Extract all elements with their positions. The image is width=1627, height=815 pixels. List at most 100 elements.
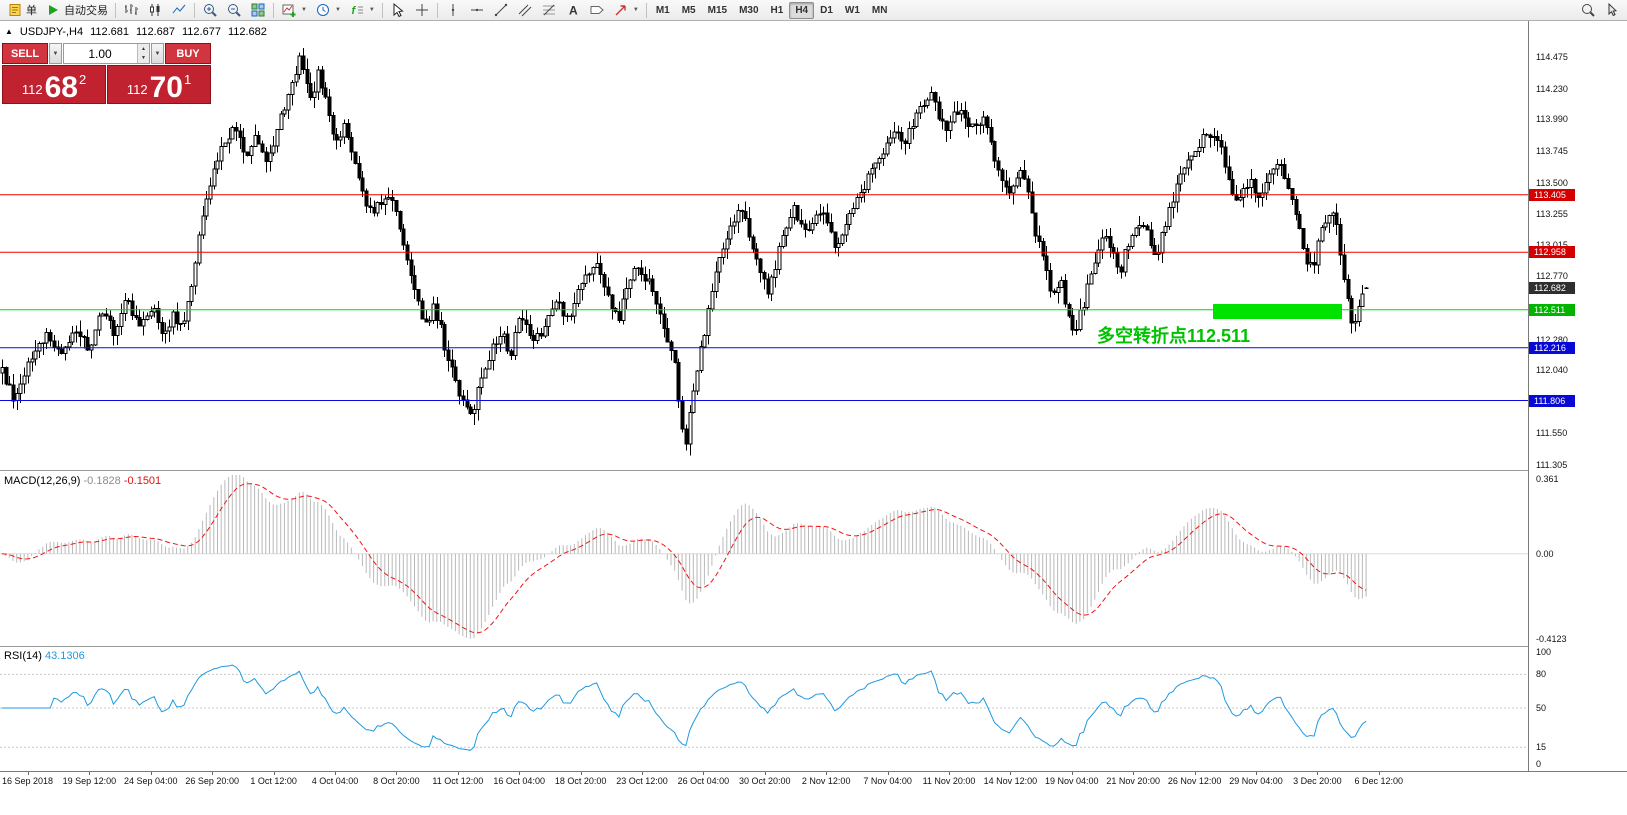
time-label: 29 Nov 04:00: [1229, 776, 1283, 786]
arrows-button[interactable]: ▼: [609, 1, 643, 19]
time-tick: [703, 772, 705, 775]
cursor-button[interactable]: [386, 1, 410, 19]
new-order-button[interactable]: 单: [3, 1, 41, 19]
buy-button[interactable]: BUY: [165, 43, 211, 64]
fibonacci-button[interactable]: [537, 1, 561, 19]
volume-down-button[interactable]: ▼: [138, 53, 149, 63]
time-tick: [1133, 772, 1135, 775]
price-axis[interactable]: 114.475 114.230 113.990 113.745 113.500 113.2…: [1528, 21, 1627, 771]
panel-divider[interactable]: [0, 470, 1627, 472]
timeframe-h1[interactable]: H1: [770, 4, 784, 16]
tile-windows-button[interactable]: [246, 1, 270, 19]
tick-up-icon: ▲: [5, 27, 13, 36]
macd-signal-line: [1, 483, 1367, 634]
time-label: 16 Sep 2018: [2, 776, 54, 786]
zoom-out-button[interactable]: [222, 1, 246, 19]
hline-button[interactable]: [465, 1, 489, 19]
toolbar-separator: [436, 2, 438, 18]
channel-icon: [517, 2, 533, 18]
time-tick: [335, 772, 336, 775]
time-tick: [764, 772, 766, 775]
timeframe-m5[interactable]: M5: [681, 4, 696, 16]
candlestick-button[interactable]: [143, 1, 167, 19]
pointer-button[interactable]: [1600, 1, 1624, 19]
timeframe-h4[interactable]: H4: [789, 1, 815, 19]
candlestick-icon: [147, 2, 163, 18]
buy-price-box[interactable]: 112 70 1: [107, 65, 211, 104]
label-icon: [589, 2, 605, 18]
text-button[interactable]: A: [561, 1, 585, 19]
crosshair-button[interactable]: [410, 1, 434, 19]
trendline-button[interactable]: [489, 1, 513, 19]
zoom-in-button[interactable]: [198, 1, 222, 19]
timeframe-m15[interactable]: M15: [707, 4, 728, 16]
macd-axis-label: 0.361: [1536, 474, 1559, 484]
highlight-rectangle[interactable]: [1213, 304, 1342, 319]
timeframe-d1[interactable]: D1: [820, 4, 833, 16]
arrows-icon: [613, 2, 629, 18]
panel-divider[interactable]: [0, 646, 1627, 648]
channel-button[interactable]: [513, 1, 537, 19]
crosshair-icon: [414, 2, 430, 18]
macd-label: MACD(12,26,9) -0.1828 -0.1501: [4, 475, 161, 487]
price-chart[interactable]: [0, 21, 1528, 470]
quote-low: 112.677: [182, 26, 221, 38]
price-axis-label: 113.990: [1536, 114, 1568, 125]
timeframe-m1[interactable]: M1: [655, 4, 670, 16]
rsi-value: 43.1306: [44, 650, 85, 662]
time-tick: [1256, 772, 1257, 775]
rsi-chart[interactable]: [0, 648, 1528, 770]
new-order-icon: [7, 2, 23, 18]
price-axis-label: 113.745: [1536, 145, 1568, 156]
trend-annotation[interactable]: 多空转折点112.511: [1097, 326, 1251, 346]
sell-button[interactable]: SELL: [2, 43, 48, 64]
bar-chart-button[interactable]: [119, 1, 143, 19]
line-chart-button[interactable]: [167, 1, 191, 19]
new-chart-button[interactable]: ▼: [277, 1, 311, 19]
volume-stepper: ▲ ▼: [137, 44, 149, 63]
price-badge-112.682: 112.682: [1529, 281, 1575, 294]
time-label: 6 Dec 12:00: [1354, 776, 1404, 786]
buy-options-caret[interactable]: ▼: [151, 43, 164, 64]
time-tick: [1317, 772, 1319, 775]
timeframe-m30[interactable]: M30: [739, 4, 759, 16]
time-label: 26 Sep 20:00: [185, 776, 239, 786]
price-axis-label: 112.040: [1536, 365, 1568, 376]
chevron-down-icon: ▼: [368, 7, 375, 13]
time-tick: [826, 772, 828, 775]
sell-options-caret[interactable]: ▼: [49, 43, 62, 64]
sell-price-main: 68: [44, 70, 78, 104]
fibonacci-icon: [541, 2, 557, 18]
time-label: 11 Nov 20:00: [922, 776, 976, 786]
chevron-down-icon: ▼: [334, 7, 341, 13]
rsi-axis-label: 50: [1536, 703, 1547, 713]
pointer-icon: [1604, 2, 1620, 18]
buy-price-main: 70: [149, 70, 183, 104]
toolbar-separator: [194, 2, 195, 18]
time-label: 7 Nov 04:00: [863, 776, 912, 786]
time-tick: [1194, 772, 1196, 775]
vline-button[interactable]: [441, 1, 465, 19]
indicators-icon: f: [349, 2, 365, 18]
time-label: 24 Sep 04:00: [124, 776, 178, 786]
price-axis-label: 113.015: [1536, 239, 1568, 250]
price-axis-label: 114.230: [1536, 83, 1568, 94]
volume-up-button[interactable]: ▲: [138, 44, 149, 54]
volume-field-wrap: ▲ ▼: [63, 43, 150, 64]
text-icon: A: [565, 2, 581, 18]
price-axis-label: 114.475: [1536, 52, 1568, 63]
sell-price-box[interactable]: 112 68 2: [2, 65, 106, 104]
timeframe-w1[interactable]: W1: [844, 4, 860, 16]
label-button[interactable]: [585, 1, 609, 19]
toolbar-button-label: 单: [26, 5, 37, 17]
profiles-button[interactable]: ▼: [311, 1, 345, 19]
time-axis[interactable]: 16 Sep 2018 19 Sep 12:00 24 Sep 04:00 26 Se…: [0, 771, 1627, 815]
indicators-button[interactable]: f ▼: [345, 1, 379, 19]
volume-input[interactable]: [64, 44, 149, 63]
search-button[interactable]: [1576, 1, 1600, 19]
macd-chart[interactable]: [0, 472, 1528, 646]
horizontal-lines[interactable]: [0, 194, 1528, 401]
autotrading-button[interactable]: 自动交易: [41, 1, 112, 19]
chevron-down-icon: ▼: [632, 7, 639, 13]
timeframe-mn[interactable]: MN: [871, 4, 888, 16]
